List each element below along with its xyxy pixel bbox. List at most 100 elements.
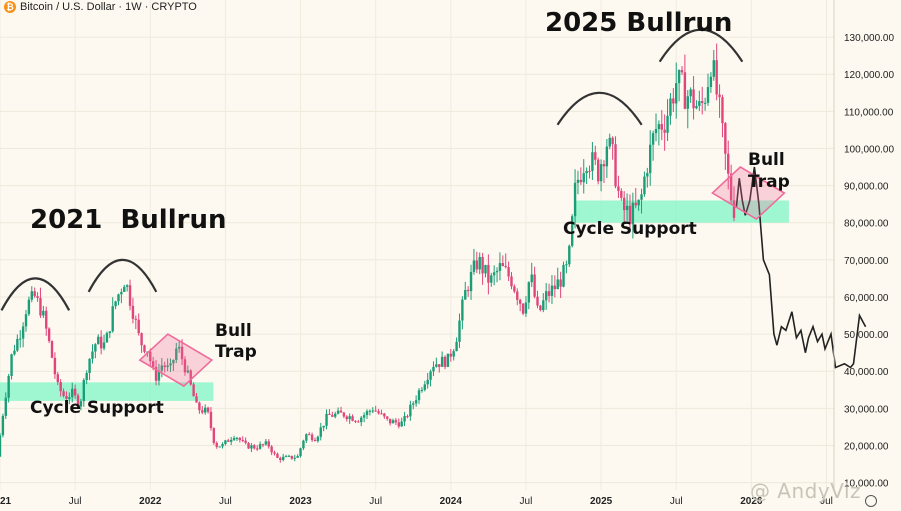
candle-body [380, 413, 383, 415]
candle-body [412, 403, 415, 405]
candle-body [308, 434, 311, 436]
candle-body [724, 123, 727, 154]
candle-body [293, 457, 296, 459]
y-tick-label: 110,000.00 [844, 107, 894, 118]
candle-body [675, 83, 678, 104]
candle-body [24, 314, 28, 327]
bull-trap-box [711, 166, 786, 221]
candle-body [388, 418, 392, 424]
candle-body [368, 410, 372, 412]
x-tick-label: Jul [670, 496, 683, 507]
candle-body [56, 374, 59, 383]
candle-body [513, 286, 516, 292]
candle-body [556, 279, 559, 290]
candle-body [683, 72, 687, 109]
candle-body [386, 416, 389, 419]
x-tick-label: 2025 [590, 496, 613, 507]
candle-body [13, 350, 16, 355]
candle-body [151, 361, 155, 367]
candle-body [163, 365, 166, 368]
annotation-bull-2022: Bull [215, 321, 252, 341]
candle-body [36, 296, 39, 298]
x-tick-label: Jul [219, 496, 232, 507]
candle-body [732, 200, 736, 218]
candle-body [117, 294, 120, 302]
candle-body [339, 410, 343, 413]
candle-body [114, 301, 117, 307]
candle-body [244, 440, 247, 443]
x-tick-label: 2022 [139, 496, 162, 507]
candle-body [198, 402, 201, 411]
candle-body [588, 170, 591, 172]
candle-body [319, 427, 322, 437]
candle-body [125, 285, 129, 287]
candle-body [568, 245, 571, 265]
candle-body [689, 89, 692, 97]
candle-body [27, 299, 31, 315]
trap-boxes [138, 166, 786, 388]
candle-body [16, 338, 19, 351]
candle-body [585, 170, 588, 174]
candle-body [409, 404, 412, 417]
candle-body [446, 353, 450, 367]
support-band [0, 382, 214, 401]
candle-body [455, 341, 458, 352]
candle-body [149, 351, 152, 362]
candle-body [547, 291, 551, 296]
candle-body [484, 264, 487, 274]
candle-body [232, 437, 236, 440]
candle-body [53, 357, 57, 375]
candle-body [709, 76, 713, 88]
candle-body [677, 70, 681, 84]
y-tick-label: 50,000.00 [844, 330, 889, 341]
candle-body [39, 297, 42, 316]
candle-body [620, 190, 623, 198]
candle-body [195, 396, 198, 403]
candle-body [634, 202, 637, 206]
y-tick-label: 80,000.00 [844, 219, 889, 230]
candle-body [654, 129, 658, 134]
candle-body [625, 205, 629, 211]
candle-body [348, 416, 351, 420]
candle-body [452, 351, 455, 357]
candle-body [276, 453, 279, 458]
candle-body [229, 439, 233, 442]
candle-body [501, 263, 505, 266]
symbol-label[interactable]: Bitcoin / U.S. Dollar · 1W · CRYPTO [20, 1, 197, 13]
candle-body [495, 270, 499, 273]
candle-body [669, 98, 672, 116]
candle-body [177, 346, 181, 349]
candle-body [666, 115, 669, 133]
candle-body [680, 70, 684, 73]
candle-body [97, 336, 100, 345]
cycle-arc [0, 277, 71, 311]
candle-body [435, 364, 438, 367]
candle-body [273, 452, 276, 454]
candle-body [302, 440, 305, 449]
candle-body [686, 96, 689, 109]
candle-body [186, 370, 190, 373]
candle-body [510, 276, 513, 287]
cycle-arc [658, 28, 744, 63]
candle-body [351, 416, 354, 421]
cycle-arcs [0, 28, 744, 311]
settings-icon[interactable] [865, 495, 877, 507]
candle-body [160, 365, 164, 371]
candle-body [19, 338, 22, 340]
x-tick-label: 2024 [440, 496, 463, 507]
candle-body [524, 302, 528, 314]
candle-body [594, 152, 597, 160]
candle-body [614, 144, 617, 187]
y-tick-label: 30,000.00 [844, 404, 889, 415]
candle-body [417, 390, 421, 401]
candle-body [342, 412, 346, 417]
chart-header: ₿ Bitcoin / U.S. Dollar · 1W · CRYPTO [4, 0, 197, 14]
candle-body [253, 445, 256, 449]
candle-body [429, 371, 432, 380]
candle-body [99, 336, 103, 349]
projection [735, 166, 867, 369]
candle-body [550, 285, 554, 296]
x-tick-label: Jul [369, 496, 382, 507]
candle-body [264, 441, 268, 445]
